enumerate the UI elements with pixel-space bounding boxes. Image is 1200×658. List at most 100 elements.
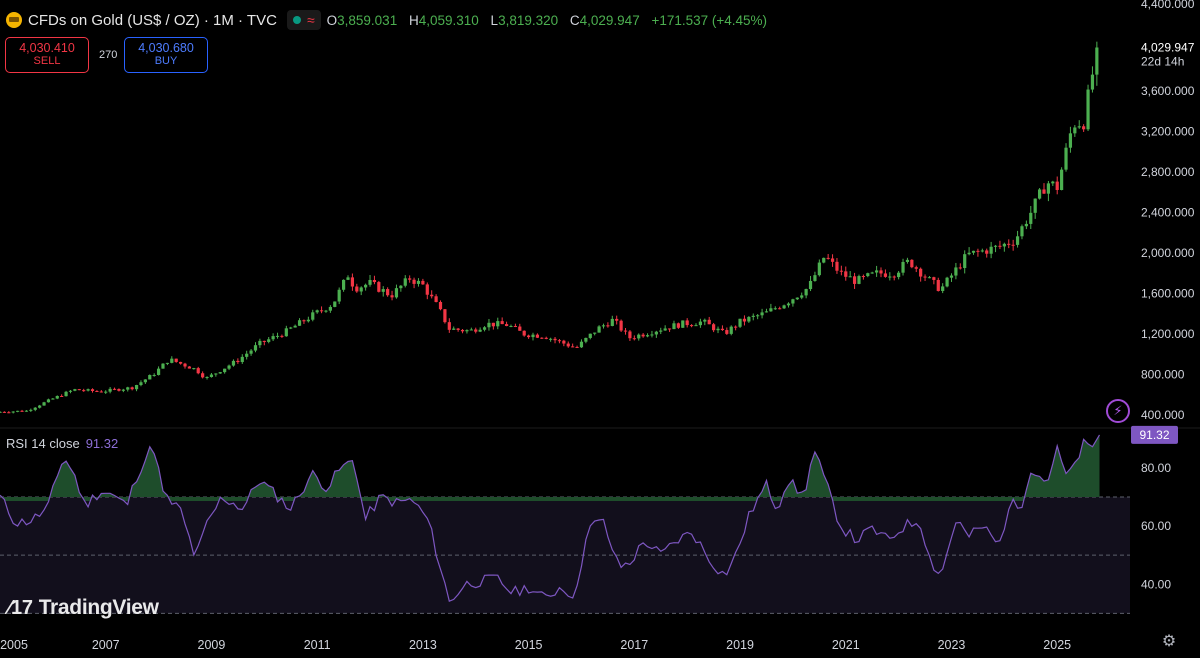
- candle-body: [945, 277, 949, 287]
- candle-body: [1042, 189, 1046, 194]
- candle-body: [236, 360, 240, 363]
- price-tick-label: 2,000.000: [1141, 246, 1195, 260]
- lightning-icon[interactable]: ⚡: [1106, 399, 1130, 423]
- candle-body: [588, 333, 592, 338]
- candle-body: [139, 382, 143, 386]
- candle-body: [786, 303, 791, 306]
- candle-body: [694, 325, 698, 327]
- candle-body: [531, 334, 535, 338]
- candle-body: [584, 337, 588, 342]
- candle-body: [412, 279, 416, 284]
- candle-body: [408, 278, 412, 280]
- candle-body: [593, 332, 597, 334]
- candle-body: [227, 365, 231, 369]
- time-tick-label: 2011: [304, 638, 331, 652]
- candle-body: [399, 285, 403, 289]
- candle-body: [522, 330, 526, 336]
- price-axis: 400.000 800.000 1,200.000 1,600.000 2,000.00…: [1141, 0, 1195, 422]
- tradingview-mark-icon: ⁄17: [8, 596, 33, 619]
- candle-body: [813, 275, 817, 281]
- candle-body: [333, 301, 337, 307]
- time-tick-label: 2019: [726, 638, 754, 652]
- candle-body: [73, 389, 77, 391]
- candle-body: [764, 311, 769, 313]
- candle-body: [1095, 47, 1099, 75]
- candle-body: [284, 328, 288, 337]
- candle-body: [1020, 226, 1024, 237]
- rsi-tick-label: 80.00: [1141, 461, 1171, 475]
- candle-body: [460, 329, 465, 332]
- candle-body: [262, 340, 266, 342]
- rsi-legend[interactable]: RSI 14 close 91.32: [6, 436, 118, 451]
- candle-body: [245, 353, 249, 357]
- rsi-value-badge-text: 91.32: [1139, 428, 1169, 442]
- candle-body: [557, 340, 562, 342]
- candle-body: [143, 379, 147, 383]
- price-tick-label-top: 4,400.000: [1141, 0, 1195, 11]
- candle-body: [64, 391, 68, 397]
- candle-body: [632, 338, 636, 340]
- candle-body: [601, 325, 606, 327]
- candle-body: [311, 312, 315, 320]
- tradingview-logo[interactable]: ⁄17 TradingView: [8, 596, 159, 620]
- candle-body: [99, 391, 103, 393]
- candle-body: [183, 363, 187, 367]
- market-status-pill[interactable]: ≈: [286, 10, 321, 30]
- candle-body: [1064, 147, 1068, 170]
- candle-body: [712, 324, 716, 331]
- candle-body: [575, 346, 579, 348]
- gear-icon[interactable]: ⚙: [1161, 633, 1177, 650]
- low-value: 3,819.320: [498, 12, 559, 28]
- candle-body: [214, 373, 218, 375]
- candle-body: [337, 289, 341, 302]
- candle-body: [949, 275, 954, 278]
- candle-body: [249, 350, 253, 354]
- candle-body: [888, 276, 892, 278]
- candle-body: [1077, 126, 1081, 128]
- candle-body: [500, 321, 504, 325]
- candle-body: [209, 374, 214, 378]
- candle-body: [782, 305, 786, 309]
- candle-body: [359, 287, 363, 292]
- candle-body: [126, 387, 130, 390]
- price-tick-label: 1,200.000: [1141, 327, 1195, 341]
- candle-body: [989, 246, 993, 254]
- candle-body: [368, 279, 372, 285]
- candle-body: [971, 250, 976, 253]
- candle-body: [1015, 236, 1020, 245]
- time-tick-label: 2005: [0, 638, 28, 652]
- candle-body: [963, 254, 967, 268]
- candle-body: [689, 325, 694, 327]
- candle-body: [24, 410, 29, 412]
- buy-button[interactable]: 4,030.680 BUY: [124, 37, 208, 73]
- candle-body: [857, 276, 861, 284]
- candle-body: [875, 270, 879, 273]
- time-tick-label: 2021: [832, 638, 860, 652]
- candle-body: [742, 318, 747, 322]
- sell-button[interactable]: 4,030.410 SELL: [5, 37, 89, 73]
- candle-body: [861, 276, 865, 278]
- candle-body: [469, 329, 473, 331]
- low-label: L: [490, 12, 499, 28]
- close-label: C: [569, 12, 580, 28]
- candle-body: [302, 320, 306, 322]
- symbol-title[interactable]: CFDs on Gold (US$ / OZ) · 1M · TVC: [28, 11, 277, 29]
- candle-body: [1011, 244, 1015, 246]
- candle-body: [628, 331, 632, 339]
- candle-body: [729, 326, 733, 334]
- sell-label: SELL: [33, 55, 61, 67]
- candle-body: [86, 389, 90, 391]
- candle-body: [808, 280, 813, 290]
- price-tick-label: 1,600.000: [1141, 286, 1195, 300]
- candle-body: [527, 335, 531, 338]
- candle-body: [901, 261, 905, 273]
- candle-body: [1090, 74, 1095, 90]
- rsi-tick-label: 40.00: [1141, 577, 1171, 591]
- open-value: 3,859.031: [337, 12, 398, 28]
- candle-body: [456, 328, 460, 330]
- candle-body: [201, 373, 205, 378]
- candle-body: [377, 282, 381, 292]
- candle-body: [976, 250, 980, 252]
- candle-body: [430, 294, 434, 297]
